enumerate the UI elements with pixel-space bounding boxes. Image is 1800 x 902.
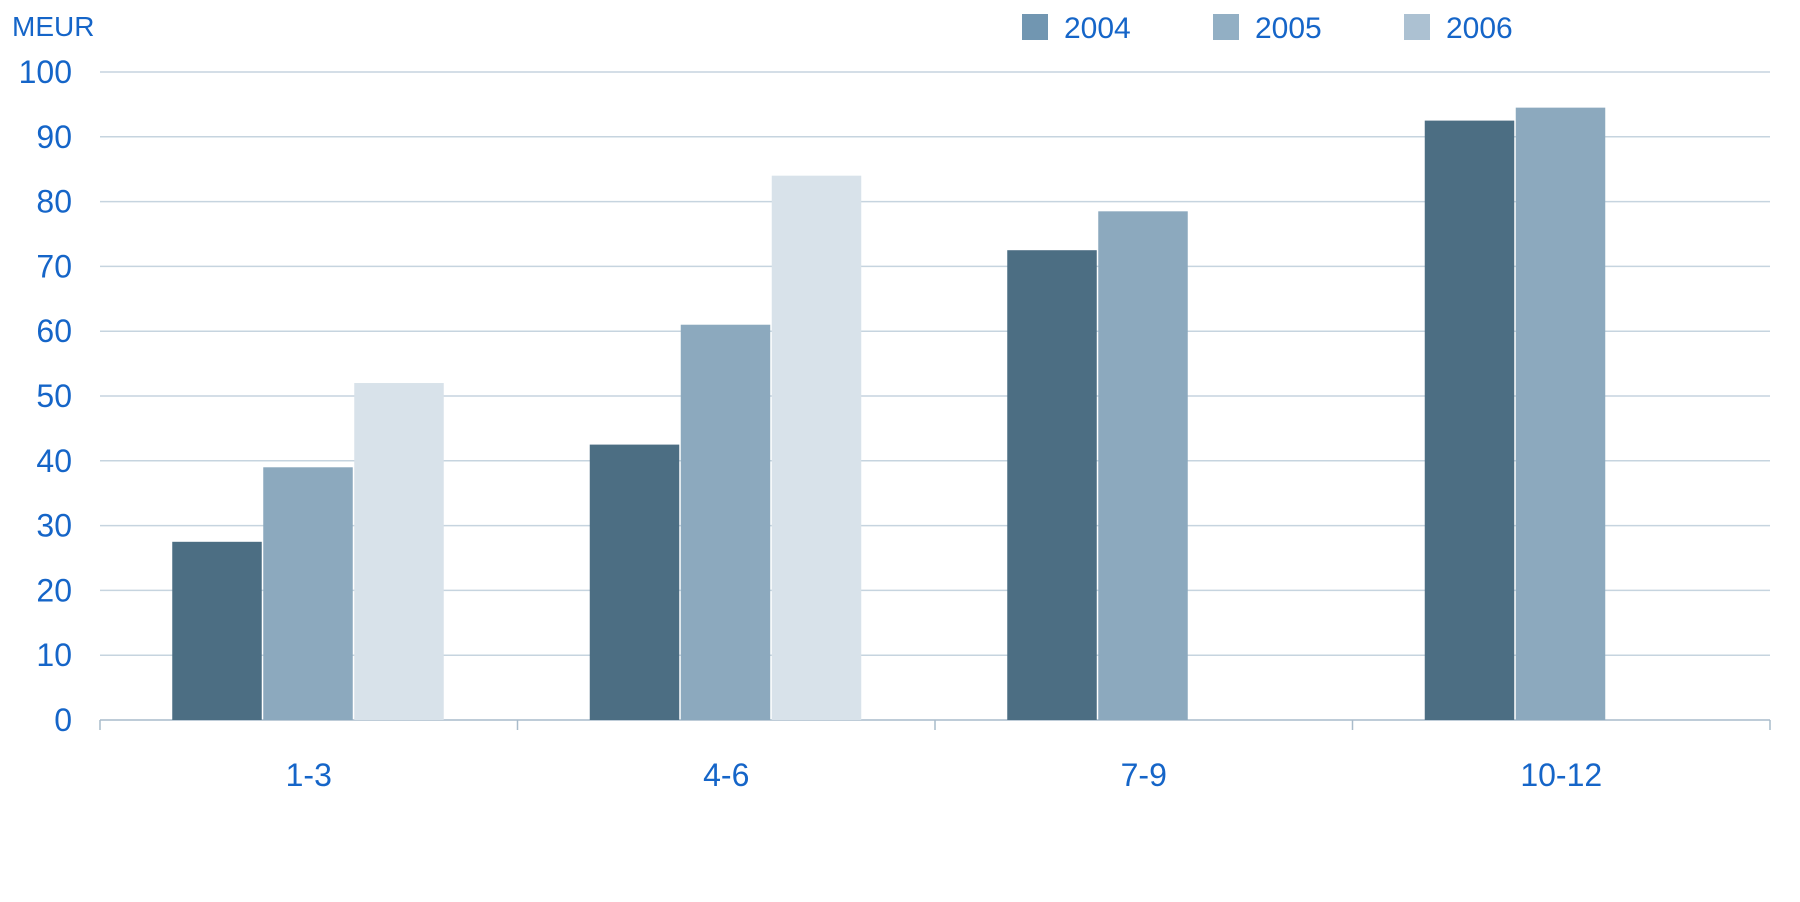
x-category-label: 10-12 xyxy=(1520,757,1602,793)
y-tick-label: 30 xyxy=(36,508,72,544)
labels: 0 10 20 30 40 50 60 70 80 90 100 1-3 4-6 7-9 10-12 xyxy=(19,54,1603,793)
legend-swatch-2006 xyxy=(1404,14,1430,40)
y-tick-label: 10 xyxy=(36,637,72,673)
legend-label-2005: 2005 xyxy=(1255,12,1322,45)
legend-label-2006: 2006 xyxy=(1446,12,1513,45)
axes xyxy=(99,719,1771,730)
bar-2005-1-3 xyxy=(263,467,353,720)
y-tick-label: 20 xyxy=(36,572,72,608)
bar-2004-1-3 xyxy=(172,541,262,720)
legend-swatch-2005 xyxy=(1213,14,1239,40)
bar-2006-1-3 xyxy=(354,383,444,720)
bar-2005-7-9 xyxy=(1098,211,1188,720)
y-tick-label: 0 xyxy=(54,702,72,738)
bar-2006-4-6 xyxy=(771,175,862,720)
y-tick-label: 40 xyxy=(36,443,72,479)
x-category-label: 4-6 xyxy=(703,757,749,793)
x-category-label: 7-9 xyxy=(1121,757,1167,793)
legend-swatch-2004 xyxy=(1022,14,1048,40)
y-axis-unit-label: MEUR xyxy=(12,11,94,42)
x-category-label: 1-3 xyxy=(286,757,332,793)
bar-2004-4-6 xyxy=(589,444,680,720)
bar-2005-4-6 xyxy=(680,324,771,720)
legend: 2004 2005 2006 xyxy=(1022,12,1513,45)
legend-label-2004: 2004 xyxy=(1064,12,1131,45)
bar-2004-10-12 xyxy=(1424,120,1515,721)
y-tick-label: 70 xyxy=(36,248,72,284)
y-tick-label: 100 xyxy=(19,54,72,90)
y-tick-label: 80 xyxy=(36,184,72,220)
bar-2005-10-12 xyxy=(1515,107,1606,720)
bar-2004-7-9 xyxy=(1007,250,1097,720)
y-tick-label: 90 xyxy=(36,119,72,155)
y-tick-label: 50 xyxy=(36,378,72,414)
y-tick-label: 60 xyxy=(36,313,72,349)
bars xyxy=(172,107,1606,721)
